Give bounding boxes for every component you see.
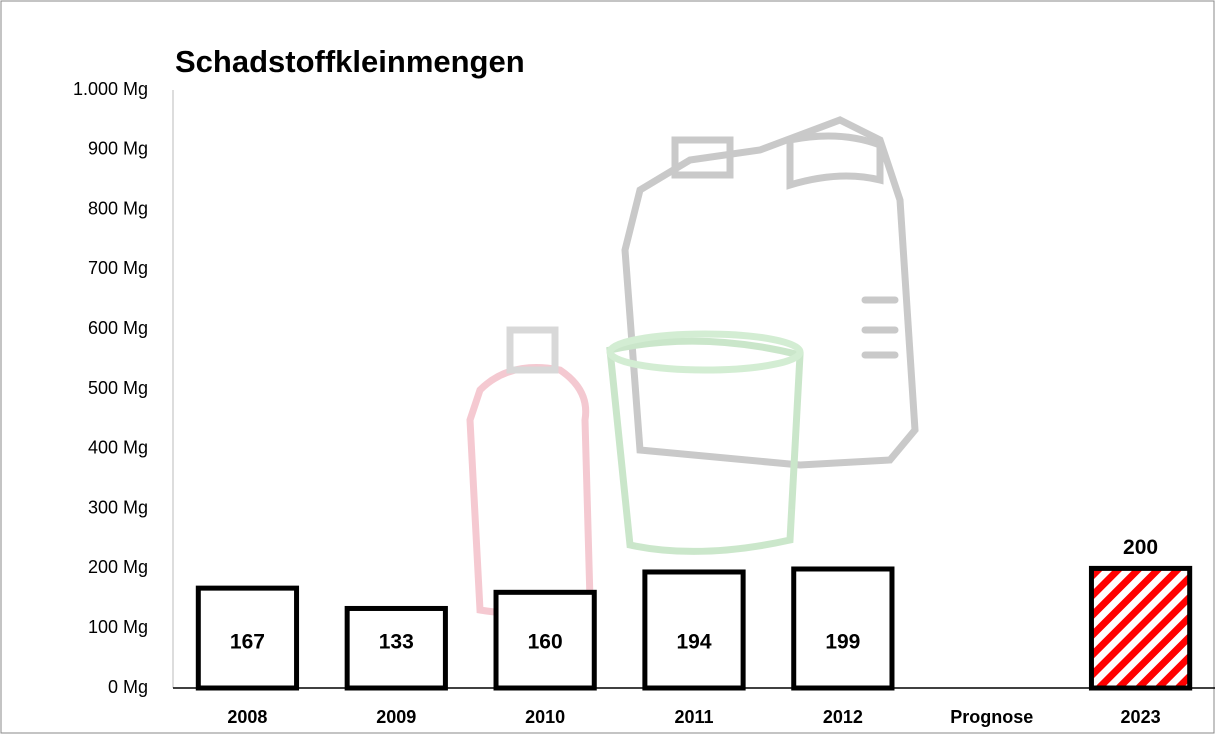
value-label: 200 bbox=[1123, 536, 1158, 559]
x-tick-label: 2009 bbox=[376, 707, 416, 727]
x-tick-label: Prognose bbox=[950, 707, 1033, 727]
y-tick-label: 0 Mg bbox=[108, 677, 148, 697]
y-tick-label: 500 Mg bbox=[88, 378, 148, 398]
x-tick-label: 2012 bbox=[823, 707, 863, 727]
y-tick-label: 700 Mg bbox=[88, 258, 148, 278]
y-tick-label: 1.000 Mg bbox=[73, 79, 148, 99]
x-tick-label: 2010 bbox=[525, 707, 565, 727]
y-tick-label: 800 Mg bbox=[88, 198, 148, 218]
background-illustration bbox=[466, 116, 919, 617]
x-tick-label: 2011 bbox=[674, 707, 713, 727]
bar bbox=[493, 589, 597, 691]
value-label: 199 bbox=[825, 631, 860, 654]
y-tick-label: 100 Mg bbox=[88, 617, 148, 637]
value-label: 133 bbox=[379, 631, 414, 654]
bar bbox=[791, 566, 895, 691]
value-label: 167 bbox=[230, 631, 265, 654]
value-label: 194 bbox=[676, 631, 711, 654]
chart-title: Schadstoffkleinmengen bbox=[175, 44, 525, 79]
value-label: 160 bbox=[528, 631, 563, 654]
bar bbox=[642, 569, 746, 691]
y-tick-label: 200 Mg bbox=[88, 557, 148, 577]
y-tick-label: 600 Mg bbox=[88, 318, 148, 338]
bar bbox=[344, 605, 448, 691]
bar bbox=[1088, 565, 1193, 691]
y-tick-label: 900 Mg bbox=[88, 139, 148, 159]
x-tick-label: 2008 bbox=[227, 707, 267, 727]
x-tick-label: 2023 bbox=[1121, 707, 1161, 727]
y-tick-label: 400 Mg bbox=[88, 438, 148, 458]
bar bbox=[195, 585, 300, 691]
y-tick-label: 300 Mg bbox=[88, 497, 148, 517]
